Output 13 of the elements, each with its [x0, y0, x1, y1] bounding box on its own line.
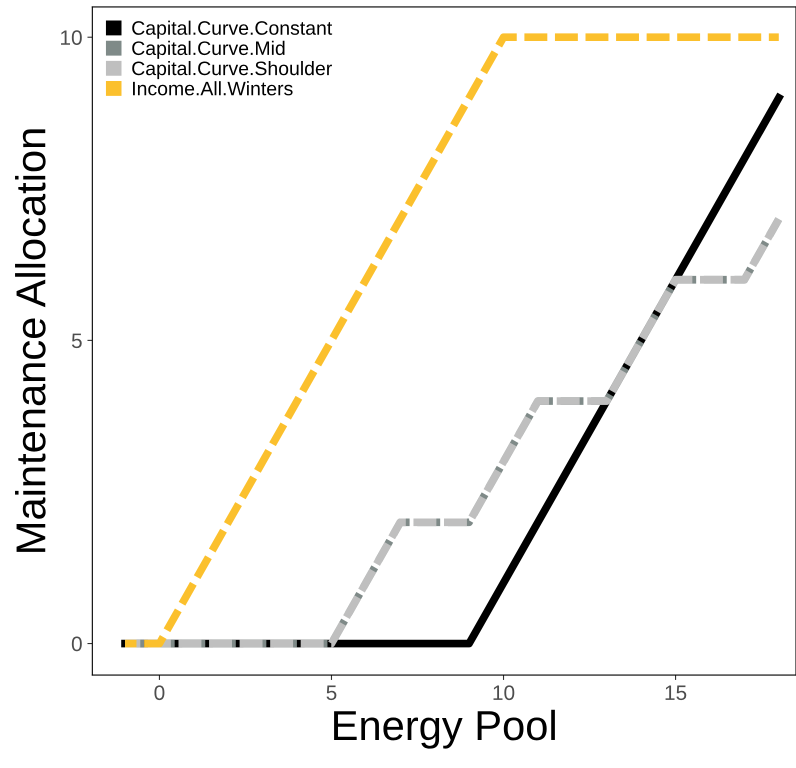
x-tick-label: 5 — [326, 686, 336, 700]
y-tick-label: 10 — [61, 30, 82, 45]
x-axis-title: Energy Pool — [334, 710, 555, 749]
x-tick-label: 0 — [154, 685, 164, 700]
x-tick-label: 10 — [494, 685, 514, 700]
legend-label: Capital.Curve.Mid — [132, 40, 284, 59]
legend-label: Capital.Curve.Shoulder — [132, 60, 332, 80]
legend-label: Income.All.Winters — [133, 81, 293, 96]
x-tick-label: 15 — [666, 686, 686, 700]
y-tick-label: 5 — [72, 334, 82, 348]
y-axis-title: Maintenance Allocation — [15, 129, 46, 552]
legend-label: Capital.Curve.Constant — [132, 20, 332, 39]
y-tick-label: 0 — [72, 636, 82, 652]
